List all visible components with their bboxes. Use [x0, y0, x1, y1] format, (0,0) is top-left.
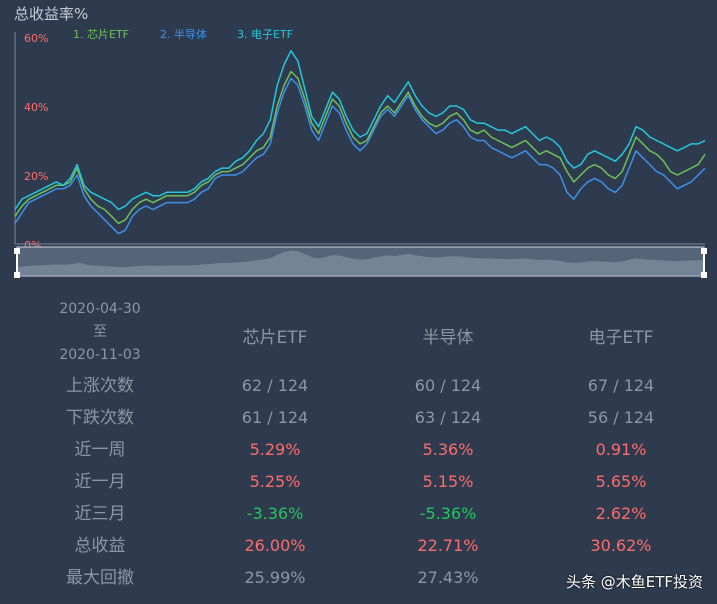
series-line — [14, 70, 706, 225]
line-chart: 总收益率% 60%40%20%0% 1. 芯片ETF 2. 半导体 3. 电子ETF — [14, 5, 707, 278]
column-header-semiconductor: 半导体 — [422, 328, 474, 348]
table-row: 近一周 5.29% 5.36% 0.91% — [0, 434, 717, 466]
table-cell: 5.36% — [422, 440, 474, 459]
table-cell: -3.36% — [246, 504, 304, 523]
legend-item[interactable]: 1. 芯片ETF — [73, 27, 129, 41]
table-cell: 2.62% — [595, 504, 647, 523]
table-row: 总收益 26.00% 22.71% 30.62% — [0, 530, 717, 562]
column-header-electronics-etf: 电子ETF — [588, 328, 654, 348]
zoom-slider[interactable] — [14, 246, 707, 278]
table-cell: 22.71% — [417, 536, 479, 555]
zoom-slider-handle-right-bottom[interactable] — [701, 272, 707, 278]
row-label: 最大回撤 — [66, 568, 134, 588]
row-label: 近三月 — [74, 504, 126, 524]
table-cell: 56 / 124 — [587, 408, 655, 427]
table-cell: 5.29% — [249, 440, 301, 459]
table-cell: 5.65% — [595, 472, 647, 491]
table-cell: 5.15% — [422, 472, 474, 491]
legend-item[interactable]: 3. 电子ETF — [237, 28, 293, 41]
table-cell: 26.00% — [244, 536, 306, 555]
row-label: 总收益 — [74, 536, 126, 556]
watermark: 头条 @木鱼ETF投资 — [565, 573, 703, 591]
zoom-slider-handle-right-top[interactable] — [701, 248, 707, 254]
table-row: 近三月 -3.36% -5.36% 2.62% — [0, 498, 717, 530]
row-label: 近一周 — [74, 440, 126, 460]
table-cell: 61 / 124 — [241, 408, 309, 427]
table-cell: 63 / 124 — [414, 408, 482, 427]
legend-item[interactable]: 2. 半导体 — [160, 27, 207, 41]
series-line — [14, 77, 706, 235]
table-cell: 27.43% — [417, 568, 479, 587]
table-row: 下跌次数 61 / 124 63 / 124 56 / 124 — [0, 402, 717, 434]
date-range-start: 2020-04-30 — [59, 301, 141, 317]
table-cell: 62 / 124 — [241, 376, 309, 395]
y-tick-label: 40% — [24, 101, 48, 114]
zoom-slider-preview — [18, 250, 703, 275]
date-range-end: 2020-11-03 — [59, 347, 141, 363]
table-cell: 25.99% — [244, 568, 306, 587]
table-cell: 60 / 124 — [414, 376, 482, 395]
table-cell: 30.62% — [590, 536, 652, 555]
series-line — [14, 50, 706, 211]
row-label: 近一月 — [74, 472, 126, 492]
zoom-slider-handle-left-bottom[interactable] — [14, 272, 20, 278]
y-tick-label: 20% — [24, 170, 48, 183]
table-cell: 5.25% — [249, 472, 301, 491]
row-label: 上涨次数 — [66, 376, 134, 396]
table-cell: 0.91% — [595, 440, 647, 459]
zoom-slider-handle-left-top[interactable] — [14, 248, 20, 254]
table-row: 近一月 5.25% 5.15% 5.65% — [0, 466, 717, 498]
chart-title: 总收益率% — [14, 5, 88, 23]
date-range-separator: 至 — [93, 324, 107, 340]
table-cell: -5.36% — [419, 504, 477, 523]
table-row: 最大回撤 25.99% 27.43% — [0, 562, 717, 594]
y-tick-label: 60% — [24, 32, 48, 45]
column-header-chip-etf: 芯片ETF — [242, 328, 308, 348]
row-label: 下跌次数 — [66, 408, 134, 428]
table-row: 上涨次数 62 / 124 60 / 124 67 / 124 — [0, 370, 717, 402]
table-cell: 67 / 124 — [587, 376, 655, 395]
